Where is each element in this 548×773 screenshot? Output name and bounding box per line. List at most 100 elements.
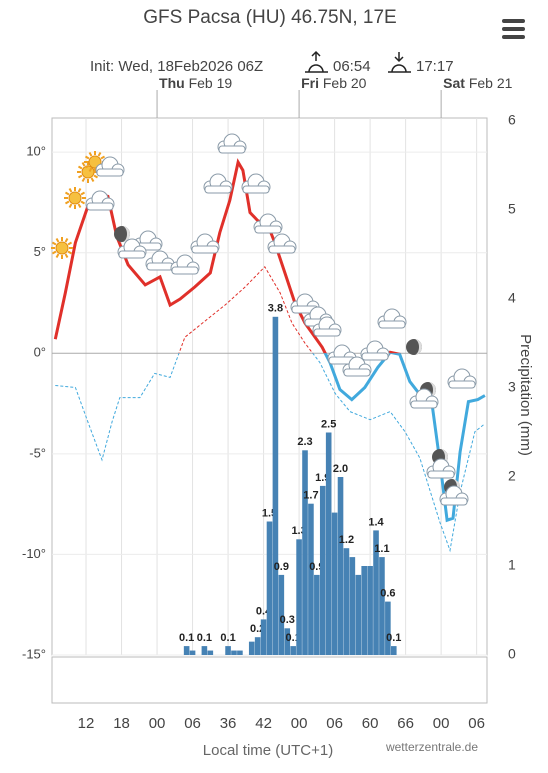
x-tick-label: 36 <box>220 715 237 732</box>
cloud-base <box>343 368 371 377</box>
y2-tick-label: 0 <box>508 646 516 662</box>
y2-tick-label: 2 <box>508 468 516 484</box>
cloud-icon <box>312 316 342 337</box>
moon-icon <box>406 339 422 355</box>
cloud-base <box>440 497 468 506</box>
precip-bar <box>266 521 273 655</box>
moon-disc <box>406 339 422 355</box>
sun-ray <box>51 250 57 255</box>
precip-bar <box>272 316 279 655</box>
day-name: Sat <box>443 75 465 91</box>
cloud-icon <box>190 233 220 254</box>
cloud-base <box>410 400 438 409</box>
precip-bar <box>260 619 267 655</box>
x-tick-label: 00 <box>291 715 308 732</box>
x-tick-label: 12 <box>78 715 95 732</box>
cloud-base <box>218 145 246 154</box>
sun-ray <box>90 177 95 183</box>
menu-bar[interactable] <box>502 19 525 23</box>
cloud-base <box>118 250 146 259</box>
cloud-icon <box>145 250 175 271</box>
cloud-icon <box>360 340 390 361</box>
chart-title: GFS Pacsa (HU) 46.75N, 17E <box>143 7 396 28</box>
sun-ray <box>67 250 73 255</box>
day-date: Feb 19 <box>189 75 233 91</box>
sun-ray <box>64 200 70 205</box>
y-tick-label: -5° <box>29 445 46 460</box>
sun-ray <box>51 241 57 246</box>
precip-bar <box>248 641 255 655</box>
menu-button[interactable] <box>502 19 525 39</box>
precip-bar <box>367 566 373 655</box>
sun-ray <box>64 237 69 243</box>
precip-label: 0.1 <box>197 632 212 644</box>
precip-label: 0.3 <box>280 614 295 626</box>
sun-icon <box>64 187 86 209</box>
y-tick-label: -10° <box>22 546 46 561</box>
y-tick-label: 0° <box>34 345 46 360</box>
day-label: Fri Feb 20 <box>301 75 367 91</box>
temperature-line <box>53 158 401 354</box>
precip-bar <box>325 432 332 655</box>
precip-bar <box>385 601 391 655</box>
moon-lit <box>414 339 422 355</box>
precip-bar <box>308 503 314 655</box>
precip-bar <box>343 548 350 655</box>
cloud-base <box>427 470 455 479</box>
sun-ray <box>77 203 82 209</box>
cloud-icon <box>267 233 297 254</box>
cloud-base <box>378 320 406 329</box>
sun-ray <box>77 165 83 170</box>
y2-tick-label: 1 <box>508 557 516 573</box>
precip-label: 2.5 <box>321 418 336 430</box>
sun-disc <box>68 191 82 205</box>
precip-bar <box>355 574 362 655</box>
cloud-base <box>448 380 476 389</box>
precip-bar <box>207 650 214 655</box>
sun-ray <box>77 174 83 179</box>
moon-icon <box>114 226 130 242</box>
sun-ray <box>68 203 73 209</box>
y2-tick-label: 4 <box>508 290 516 306</box>
menu-bar[interactable] <box>502 35 525 39</box>
y2-tick-label: 6 <box>508 112 516 128</box>
precip-bar <box>183 646 190 655</box>
cloud-icon <box>377 308 407 329</box>
precip-label: 0.1 <box>386 632 401 644</box>
sun-ray <box>81 161 86 167</box>
precip-label: 1.1 <box>374 543 389 555</box>
precip-bar <box>201 646 208 655</box>
menu-bar[interactable] <box>502 27 525 31</box>
y-tick-label: -15° <box>22 646 46 661</box>
x-tick-label: 66 <box>397 715 414 732</box>
precip-bar <box>379 557 385 655</box>
cloud-base <box>242 185 270 194</box>
precip-label: 0.1 <box>179 632 194 644</box>
precip-bar <box>237 650 243 655</box>
cloud-base <box>96 168 124 177</box>
x-tick-label: 06 <box>468 715 485 732</box>
sun-ray <box>88 167 93 173</box>
sun-ray <box>97 151 102 157</box>
precip-label: 2.0 <box>333 463 348 475</box>
x-tick-label: 18 <box>113 715 130 732</box>
cloud-icon <box>95 156 125 177</box>
precip-label: 3.8 <box>268 303 283 315</box>
precip-bar <box>296 539 302 655</box>
y-tick-label: 5° <box>34 244 46 259</box>
dewpoint-line <box>55 353 486 553</box>
precip-bar <box>361 566 367 655</box>
precip-label: 2.3 <box>297 436 312 448</box>
cloud-base <box>313 328 341 337</box>
sunrise-icon <box>305 50 328 73</box>
precip-label: 1.2 <box>339 534 354 546</box>
precip-bar <box>290 646 296 655</box>
moon-disc <box>114 226 130 242</box>
precip-label: 0.9 <box>274 561 289 573</box>
y-tick-label: 10° <box>26 144 46 159</box>
x-tick-label: 06 <box>184 715 201 732</box>
cloud-base <box>254 225 282 234</box>
dewpoint-line <box>178 265 314 354</box>
cloud-icon <box>342 356 372 377</box>
